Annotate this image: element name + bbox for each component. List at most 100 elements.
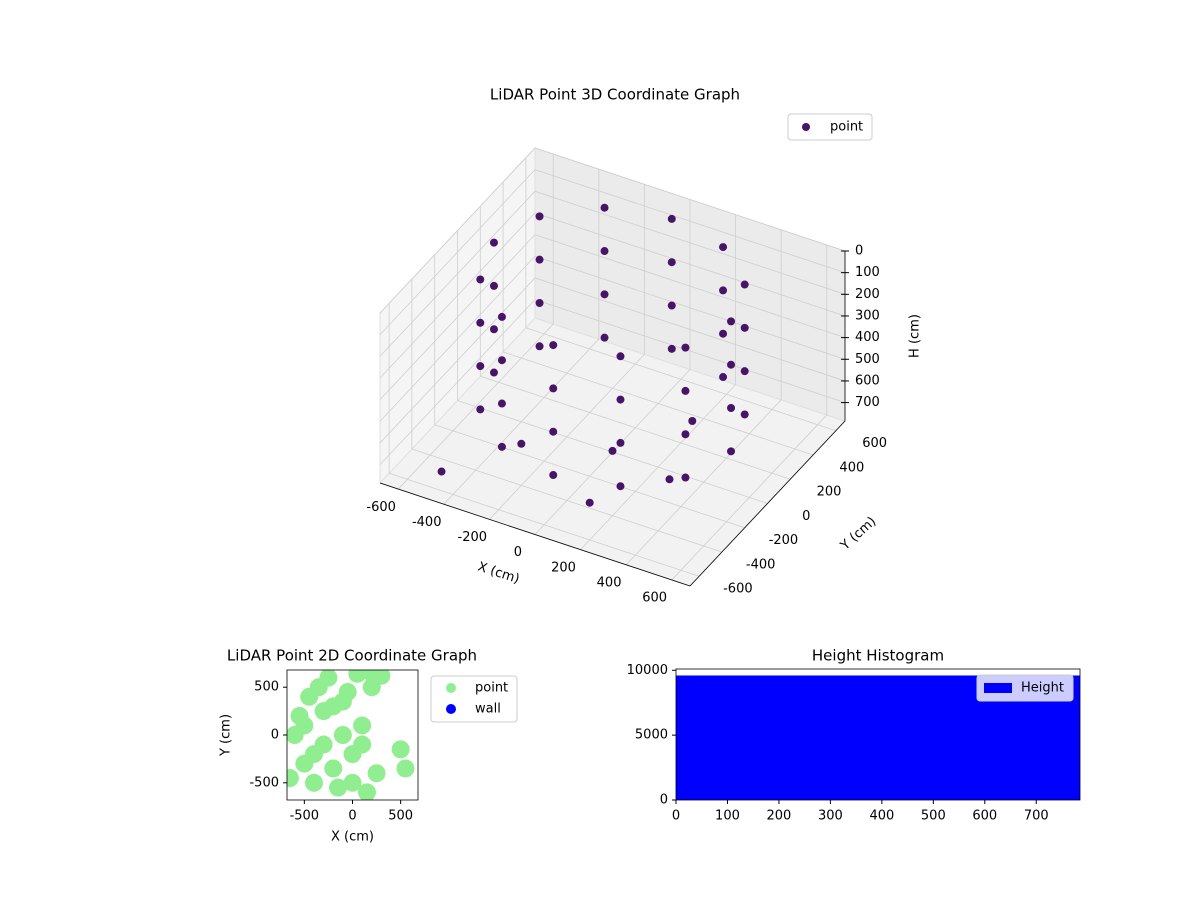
point: [357, 783, 376, 800]
y-tick-label: 0: [660, 793, 668, 808]
point: [287, 769, 299, 788]
x-tick-label: 400: [869, 809, 894, 824]
legend-label: point: [830, 120, 863, 135]
point: [688, 417, 697, 426]
point: [549, 471, 558, 480]
point: [727, 360, 736, 369]
point: [740, 367, 749, 376]
x-tick-label: -600: [366, 500, 396, 515]
point: [727, 447, 736, 456]
point: [727, 404, 736, 413]
legend-marker: [802, 123, 810, 131]
point: [667, 344, 676, 353]
point: [489, 281, 498, 290]
grid-line: [379, 147, 536, 314]
point: [476, 362, 485, 371]
point: [616, 395, 625, 404]
point: [549, 384, 558, 393]
x-tick-label: 200: [551, 560, 576, 575]
x-tick-label: 200: [767, 809, 792, 824]
z-tick-label: 600: [855, 373, 880, 388]
y-tick-label: -600: [723, 582, 753, 597]
plot-area: [287, 670, 415, 800]
point: [681, 473, 690, 482]
point: [616, 482, 625, 491]
legend-box: [976, 674, 1074, 702]
point: [333, 692, 352, 711]
axis-line: [379, 482, 691, 587]
y-tick-label: -200: [769, 533, 799, 548]
x-tick-label: -400: [412, 515, 442, 530]
point: [437, 467, 446, 476]
point: [476, 405, 485, 414]
point: [295, 716, 314, 735]
x-tick-label: 500: [921, 809, 946, 824]
y-tick-label: 5000: [635, 728, 668, 743]
y-tick-label: 400: [839, 460, 864, 475]
grid-line: [534, 299, 846, 403]
grid-line: [379, 212, 536, 379]
point: [367, 764, 386, 783]
point: [667, 214, 676, 223]
z-tick-label: 400: [855, 330, 880, 345]
point: [719, 286, 728, 295]
grid-line: [379, 299, 536, 465]
point: [343, 773, 362, 792]
y-tick-label: -500: [249, 775, 279, 790]
grid-line: [379, 256, 536, 422]
grid-line: [434, 424, 745, 529]
point: [719, 373, 728, 382]
legend-box: [430, 675, 518, 723]
point: [667, 301, 676, 310]
x-tick-label: 400: [597, 575, 622, 590]
x-tick-label: 0: [672, 809, 680, 824]
y-tick-label: 10000: [627, 663, 668, 678]
point: [476, 318, 485, 327]
point: [304, 745, 323, 764]
point: [549, 341, 558, 350]
point: [740, 280, 749, 289]
point: [333, 726, 352, 744]
point: [391, 740, 410, 759]
grid-line: [379, 169, 536, 335]
grid-line: [534, 255, 846, 360]
x-tick-label: 500: [388, 809, 413, 824]
y-tick-label: 200: [817, 485, 842, 500]
point: [517, 439, 526, 448]
grid-line: [379, 277, 536, 444]
x-tick-label: -200: [458, 530, 488, 545]
point: [324, 759, 343, 778]
grid-line: [379, 234, 536, 400]
x-tick-label: 600: [972, 809, 997, 824]
grid-line: [534, 212, 846, 317]
point: [616, 438, 625, 447]
point: [719, 243, 728, 252]
point: [476, 275, 485, 284]
x-axis-label: X (cm): [331, 830, 374, 845]
point: [497, 442, 506, 451]
point: [396, 759, 415, 778]
y-tick-label: 600: [862, 436, 887, 451]
legend-marker: [446, 683, 456, 693]
point: [353, 716, 372, 735]
point: [665, 475, 674, 484]
point: [600, 333, 609, 342]
point: [329, 778, 348, 797]
point: [314, 702, 333, 721]
point: [348, 670, 367, 683]
legend-swatch: [984, 683, 1012, 693]
y-tick-label: 0: [271, 728, 279, 743]
y-tick-label: -400: [746, 557, 776, 572]
point: [497, 312, 506, 321]
point: [608, 446, 617, 455]
point: [681, 343, 690, 352]
grid-line: [525, 327, 837, 432]
x-tick-label: 0: [348, 809, 356, 824]
grid-line: [388, 472, 700, 577]
z-axis-label: H (cm): [908, 314, 923, 358]
point: [535, 255, 544, 264]
y-tick-label: 0: [802, 509, 810, 524]
chart-title: LiDAR Point 3D Coordinate Graph: [490, 86, 740, 104]
point: [535, 212, 544, 221]
point: [740, 323, 749, 332]
